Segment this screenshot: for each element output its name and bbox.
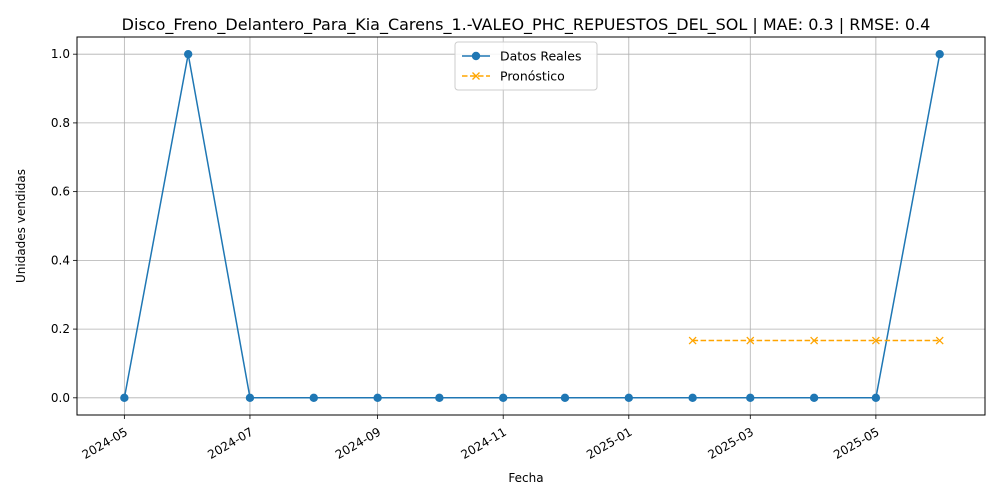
real-data-point — [309, 393, 318, 403]
legend-forecast-label: Pronóstico — [500, 69, 565, 84]
legend-real-marker — [471, 51, 481, 61]
y-tick-label: 0.6 — [51, 185, 70, 199]
real-data-point — [435, 393, 444, 403]
forecast-data-point — [746, 336, 755, 345]
real-data-point — [935, 49, 944, 59]
real-data-point — [746, 393, 755, 403]
legend-forecast-marker — [472, 72, 480, 80]
series-layer — [120, 49, 944, 403]
real-data-point — [624, 393, 634, 403]
forecast-data-point — [688, 336, 697, 345]
x-axis-title: Fecha — [508, 471, 543, 485]
real-data-point — [120, 393, 129, 403]
real-data-point — [499, 393, 508, 403]
y-axis-title: Unidades vendidas — [14, 169, 28, 283]
grid-layer — [77, 37, 985, 415]
y-tick-label: 0.2 — [51, 322, 70, 336]
real-data-point — [245, 393, 255, 403]
legend-real-label: Datos Reales — [500, 49, 581, 64]
legend: Datos Reales Pronóstico — [454, 41, 598, 91]
y-tick-label: 1.0 — [51, 47, 70, 61]
real-data-point — [809, 393, 819, 403]
legend-box — [454, 41, 598, 91]
real-data-point — [871, 393, 881, 403]
real-data-point — [560, 393, 570, 403]
plot-frame — [76, 36, 986, 416]
real-data-point — [373, 393, 382, 403]
y-tick-label: 0.8 — [51, 116, 70, 130]
chart-title: Disco_Freno_Delantero_Para_Kia_Carens_1.… — [122, 15, 931, 35]
real-series-line — [123, 53, 941, 399]
forecast-data-point — [935, 336, 944, 345]
y-tick-label: 0.4 — [51, 253, 70, 267]
y-tick-label: 0.0 — [51, 391, 70, 405]
forecast-data-point — [871, 336, 880, 345]
forecast-data-point — [810, 336, 819, 345]
real-data-point — [183, 49, 193, 59]
real-data-point — [688, 393, 697, 403]
